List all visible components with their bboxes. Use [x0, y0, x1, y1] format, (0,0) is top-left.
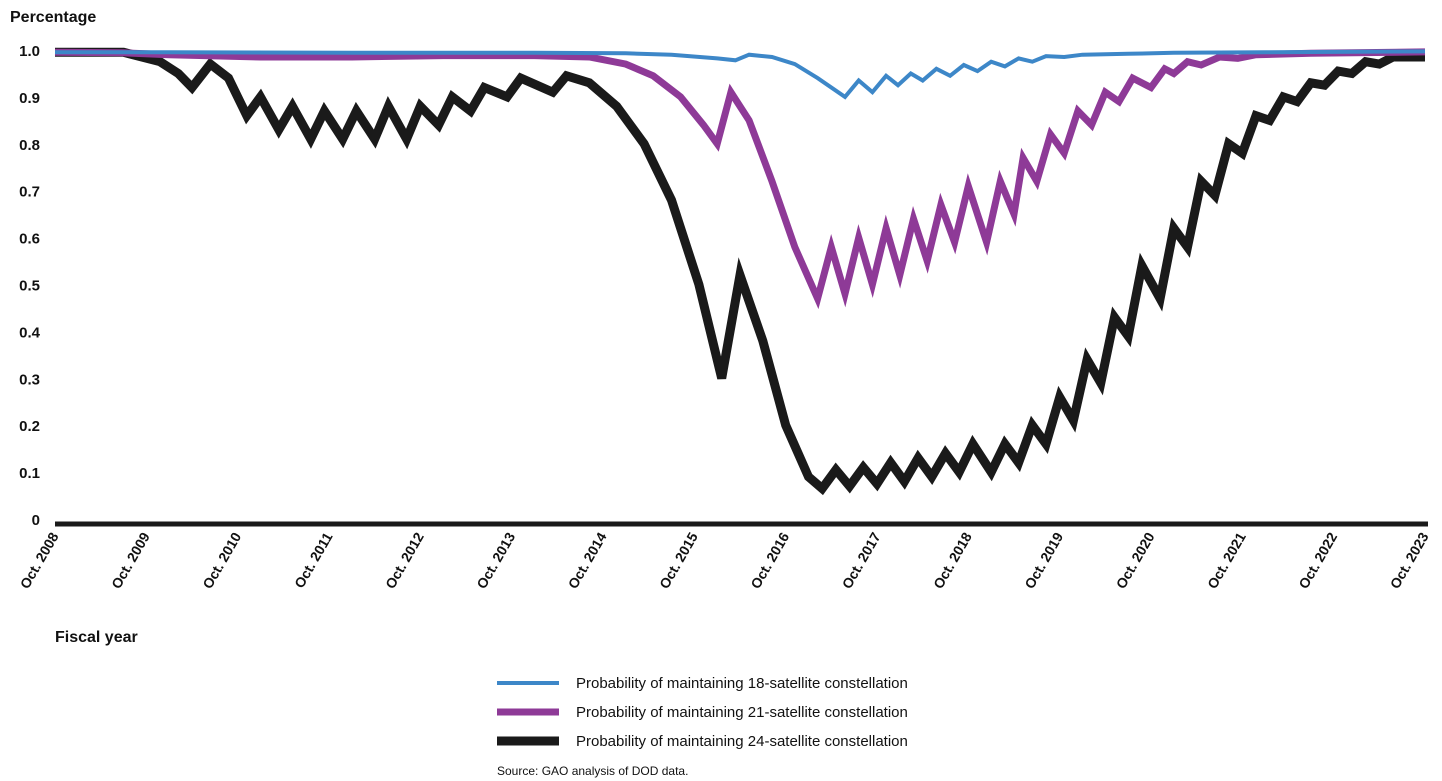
x-tick-label: Oct. 2012 [382, 529, 427, 591]
y-tick-label: 0.2 [19, 418, 40, 435]
x-tick-label: Oct. 2021 [1204, 529, 1249, 591]
y-tick-label: 0.4 [19, 324, 41, 341]
y-tick-label: 0.6 [19, 231, 40, 248]
series-24-satellite-line [55, 47, 1425, 496]
x-tick-label: Oct. 2013 [473, 529, 518, 591]
legend: Probability of maintaining 18-satellite … [497, 675, 908, 750]
y-tick-label: 0.3 [19, 371, 40, 388]
x-tick-label: Oct. 2018 [930, 529, 975, 591]
x-tick-label: Oct. 2023 [1387, 529, 1432, 591]
x-tick-label: Oct. 2008 [17, 529, 62, 591]
x-tick-label: Oct. 2009 [108, 529, 153, 591]
y-tick-label: 0.5 [19, 278, 40, 295]
x-tick-label: Oct. 2015 [656, 529, 701, 591]
source-note: Source: GAO analysis of DOD data. [497, 764, 688, 778]
series-lines [54, 47, 1426, 496]
x-tick-label: Oct. 2017 [839, 529, 884, 591]
series-21-satellite-line [54, 48, 1426, 310]
legend-label: Probability of maintaining 18-satellite … [576, 675, 908, 692]
x-tick-label: Oct. 2014 [565, 529, 610, 591]
legend-label: Probability of maintaining 21-satellite … [576, 704, 908, 721]
x-tick-label: Oct. 2019 [1021, 529, 1066, 591]
x-tick-label: Oct. 2022 [1295, 529, 1340, 591]
y-axis-label: Percentage [10, 9, 96, 26]
y-tick-label: 1.0 [19, 43, 40, 60]
y-tick-label: 0.7 [19, 184, 40, 201]
x-axis-label: Fiscal year [55, 629, 138, 646]
x-tick-label: Oct. 2011 [291, 529, 336, 590]
x-tick-label: Oct. 2016 [747, 529, 792, 591]
legend-label: Probability of maintaining 24-satellite … [576, 733, 908, 750]
y-tick-label: 0 [32, 512, 40, 529]
x-tick-label: Oct. 2020 [1113, 529, 1158, 591]
y-tick-label: 0.1 [19, 465, 40, 482]
y-tick-label: 0.8 [19, 137, 40, 154]
x-tick-labels: Oct. 2008 Oct. 2009 Oct. 2010 Oct. 2011 Oct.… [17, 529, 1432, 591]
series-18-satellite-line [55, 49, 1426, 100]
x-tick-label: Oct. 2010 [199, 529, 244, 591]
y-tick-labels: 0 0.1 0.2 0.3 0.4 0.5 0.6 0.7 0.8 0.9 1.0 [19, 43, 41, 529]
y-tick-label: 0.9 [19, 90, 40, 107]
